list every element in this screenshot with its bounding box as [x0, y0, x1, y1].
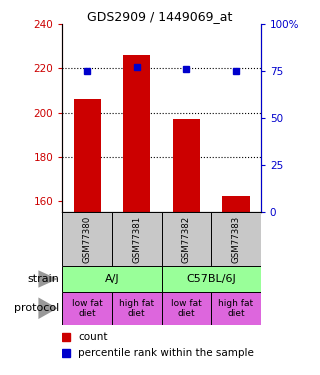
- Polygon shape: [38, 297, 58, 319]
- Text: low fat
diet: low fat diet: [171, 298, 202, 318]
- Bar: [222, 196, 250, 212]
- Bar: [62, 266, 162, 292]
- Bar: [211, 292, 261, 325]
- Text: protocol: protocol: [14, 303, 59, 313]
- Bar: [162, 292, 211, 325]
- Bar: [162, 266, 261, 292]
- Polygon shape: [38, 270, 58, 288]
- Bar: [173, 119, 200, 212]
- Bar: [62, 212, 112, 266]
- Text: GSM77382: GSM77382: [182, 215, 191, 262]
- Text: A/J: A/J: [105, 274, 119, 284]
- Text: count: count: [78, 332, 108, 342]
- Text: high fat
diet: high fat diet: [219, 298, 253, 318]
- Bar: [162, 212, 211, 266]
- Text: strain: strain: [27, 274, 59, 284]
- Bar: [123, 55, 150, 212]
- Text: low fat
diet: low fat diet: [72, 298, 103, 318]
- Bar: [211, 212, 261, 266]
- Text: C57BL/6J: C57BL/6J: [186, 274, 236, 284]
- Text: high fat
diet: high fat diet: [119, 298, 154, 318]
- Text: percentile rank within the sample: percentile rank within the sample: [78, 348, 254, 358]
- Bar: [62, 292, 112, 325]
- Text: GDS2909 / 1449069_at: GDS2909 / 1449069_at: [87, 10, 233, 24]
- Bar: [74, 99, 101, 212]
- Bar: [112, 212, 162, 266]
- Bar: [112, 292, 162, 325]
- Text: GSM77380: GSM77380: [83, 215, 92, 262]
- Text: GSM77383: GSM77383: [231, 215, 241, 262]
- Text: GSM77381: GSM77381: [132, 215, 141, 262]
